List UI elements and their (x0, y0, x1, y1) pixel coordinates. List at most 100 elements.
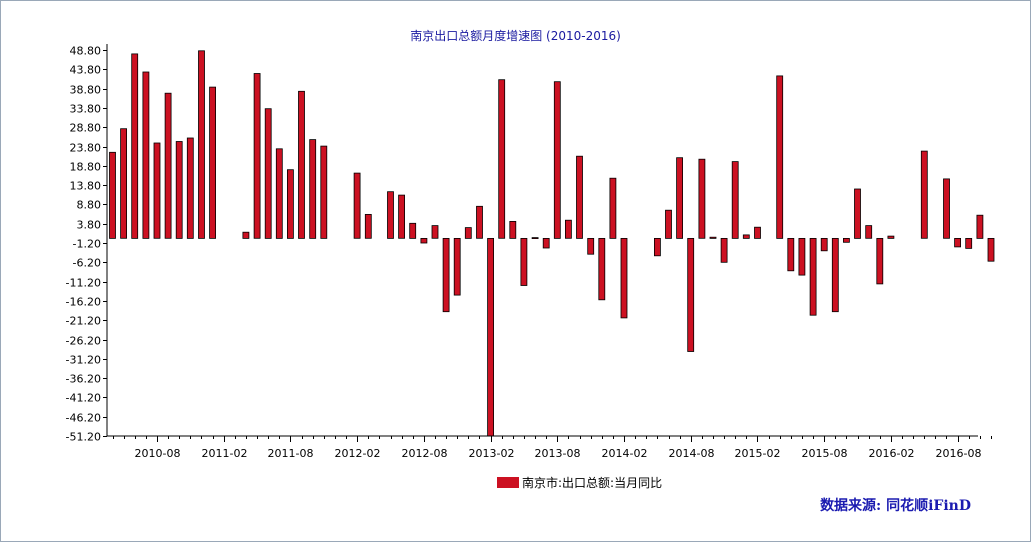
y-tick-label: -16.20 (66, 296, 101, 309)
y-tick-label: 3.80 (77, 219, 102, 232)
bar (142, 71, 150, 239)
bar (920, 150, 928, 239)
y-tick-label: -36.20 (66, 373, 101, 386)
y-tick-label: 8.80 (77, 199, 102, 212)
y-tick-label: 33.80 (70, 103, 102, 116)
bar (320, 145, 328, 239)
bar (120, 128, 127, 239)
bar (264, 108, 272, 239)
bar (398, 194, 406, 239)
bar (954, 237, 961, 248)
bar (420, 237, 428, 244)
y-tick-label: 43.80 (70, 64, 102, 77)
bar (431, 225, 439, 239)
y-tick-label: 23.80 (70, 142, 102, 155)
bar (976, 214, 984, 239)
bar (186, 137, 194, 239)
bar (843, 237, 850, 243)
bar (442, 237, 450, 313)
bar (687, 237, 695, 352)
x-tick-label: 2015-08 (802, 447, 848, 460)
x-tick-label: 2014-02 (602, 447, 648, 460)
x-tick-label: 2011-02 (202, 447, 248, 460)
y-tick-label: -51.20 (66, 431, 101, 444)
data-source-note: 数据来源: 同花顺iFinD (820, 498, 971, 514)
bar (798, 237, 806, 276)
bar (876, 237, 884, 285)
y-tick-label: 18.80 (70, 161, 102, 174)
bar (965, 237, 973, 249)
y-tick-label: 38.80 (70, 84, 102, 97)
bar (364, 213, 372, 239)
y-tick-label: -41.20 (66, 392, 101, 405)
bar (531, 237, 539, 240)
bar (553, 81, 561, 239)
bar (242, 231, 250, 239)
bar (943, 178, 950, 239)
bar (498, 79, 506, 239)
x-tick-label: 2014-08 (669, 447, 715, 460)
x-tick-label: 2012-08 (402, 447, 448, 460)
x-tick-label: 2015-02 (735, 447, 781, 460)
legend-label: 南京市:出口总额:当月同比 (522, 475, 663, 490)
bar (720, 237, 728, 263)
bar (731, 161, 739, 239)
bar (820, 237, 828, 252)
bar (665, 209, 672, 239)
bar (865, 225, 873, 239)
bar (109, 151, 116, 239)
bar (286, 169, 294, 239)
bar (520, 237, 528, 286)
x-tick-label: 2011-08 (268, 447, 314, 460)
bar (598, 237, 606, 301)
y-tick-label: -31.20 (66, 354, 101, 367)
y-tick-label: 28.80 (70, 122, 102, 135)
bar (309, 139, 317, 239)
bar (298, 90, 305, 239)
bar (854, 188, 861, 239)
bar (387, 191, 394, 239)
bar (709, 236, 717, 239)
bar (831, 237, 839, 313)
y-tick-label: -6.20 (73, 257, 101, 270)
bar (754, 226, 761, 239)
x-tick-label: 2012-02 (335, 447, 381, 460)
y-tick-label: -26.20 (66, 335, 101, 348)
bar (565, 219, 572, 239)
y-tick-label: 48.80 (70, 45, 102, 58)
bar (476, 205, 483, 239)
x-tick-label: 2013-08 (535, 447, 581, 460)
x-tick-label: 2010-08 (135, 447, 181, 460)
bar (542, 237, 550, 249)
bar (353, 172, 361, 239)
bar (742, 234, 750, 239)
bar (209, 86, 217, 239)
bar (787, 237, 795, 272)
y-tick-label: -21.20 (66, 315, 101, 328)
x-tick-label: 2013-02 (469, 447, 515, 460)
bar (509, 220, 517, 239)
bar (453, 237, 461, 296)
bar (253, 73, 261, 239)
y-tick-label: -11.20 (66, 277, 101, 290)
bar (620, 237, 628, 319)
bar (409, 222, 417, 239)
legend: 南京市:出口总额:当月同比 (497, 474, 662, 490)
bar (809, 237, 817, 316)
bar (987, 237, 995, 262)
bar (275, 148, 283, 239)
bar (587, 237, 595, 255)
y-tick-label: -1.20 (73, 238, 101, 251)
bar (776, 75, 784, 239)
bar (654, 237, 661, 257)
y-tick-label: -46.20 (66, 412, 101, 425)
bar (487, 237, 495, 437)
bar (198, 50, 205, 239)
bar (576, 155, 583, 239)
legend-swatch (497, 476, 519, 488)
bar (131, 53, 139, 239)
x-tick-label: 2016-02 (869, 447, 915, 460)
chart-title: 南京出口总额月度增速图 (2010-2016) (410, 29, 621, 43)
bar (464, 227, 472, 239)
